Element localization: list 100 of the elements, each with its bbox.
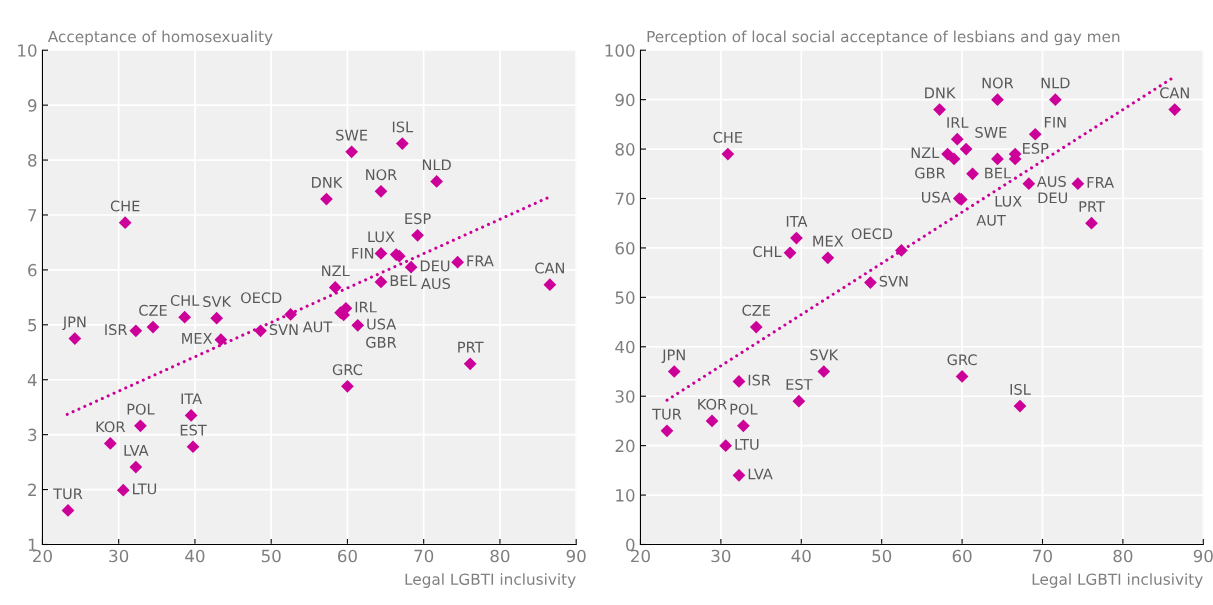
x-tick-label: 60: [338, 549, 357, 563]
annotation: NLD: [422, 159, 451, 171]
y-tick-label: 0: [626, 538, 635, 552]
annotation: KOR: [698, 398, 727, 410]
y-tick-label: 20: [615, 439, 635, 453]
y-tick-label: 100: [605, 44, 635, 57]
annotation: LTU: [133, 483, 157, 495]
y-tick-label: 7: [28, 209, 37, 222]
x-tick-label: 70: [414, 549, 434, 563]
y-tick-label: 8: [28, 154, 37, 167]
annotation: LVA: [748, 468, 773, 480]
annotation: FIN: [352, 247, 374, 259]
annotation: AUS: [421, 278, 451, 290]
point: [783, 246, 797, 260]
point: [68, 332, 82, 345]
x-tick-label: 90: [1193, 549, 1213, 563]
x-tick-label: 80: [1113, 549, 1133, 563]
point: [955, 370, 969, 383]
point: [864, 276, 877, 289]
annotation: CHE: [713, 131, 743, 143]
annotation: GRC: [947, 354, 977, 366]
point: [134, 419, 147, 433]
y-tick-label: 9: [28, 99, 37, 112]
annotation: ESP: [405, 213, 431, 225]
annotation: ISR: [748, 374, 771, 386]
annotation: BEL: [390, 275, 417, 286]
annotation: NZL: [911, 147, 940, 159]
annotation: SVK: [203, 296, 232, 308]
annotation: EST: [786, 378, 813, 390]
annotation: SWE: [336, 129, 368, 141]
annotation: CHL: [170, 294, 200, 306]
point: [341, 379, 354, 393]
point: [328, 281, 342, 294]
annotation: NLD: [1041, 77, 1070, 89]
point: [966, 167, 979, 181]
point: [749, 320, 763, 334]
annotation: JPN: [62, 316, 86, 331]
annotation: CHE: [110, 200, 140, 212]
point: [959, 142, 973, 156]
annotation: ESP: [1023, 142, 1049, 154]
point: [404, 260, 418, 274]
annotation: CAN: [1160, 87, 1189, 99]
x-tick-label: 30: [711, 549, 731, 563]
annotation: AUT: [976, 214, 1006, 226]
x-tick-label: 20: [631, 549, 650, 563]
point: [732, 375, 746, 388]
point: [411, 228, 424, 242]
annotation: AUT: [302, 321, 333, 333]
annotation: JPN: [661, 349, 685, 364]
y-tick-label: 50: [615, 291, 635, 304]
annotation: GRC: [332, 364, 363, 376]
annotation: SVN: [269, 324, 298, 336]
y-tick-label: 3: [28, 428, 37, 442]
annotation: SWE: [975, 126, 1007, 138]
y-tick-label: 2: [28, 483, 36, 496]
point: [116, 483, 130, 497]
annotation: DEU: [1038, 192, 1067, 204]
point: [118, 216, 132, 230]
annotation: CAN: [535, 262, 564, 274]
point: [210, 311, 224, 325]
annotation: NZL: [322, 265, 350, 277]
annotation: LTU: [735, 439, 759, 450]
annotation: GBR: [366, 336, 397, 348]
y-tick-label: 10: [616, 489, 635, 502]
point: [430, 175, 444, 188]
annotation: CHL: [753, 246, 782, 258]
annotation: AUS: [1036, 175, 1066, 187]
annotation: ITA: [786, 216, 808, 227]
point: [721, 147, 735, 161]
y-tick-label: 70: [615, 192, 635, 206]
point: [821, 251, 835, 265]
x-tick-label: 40: [791, 549, 811, 563]
annotation: DNK: [312, 177, 343, 188]
point: [950, 132, 964, 146]
annotation: IRL: [947, 117, 969, 128]
y-tick-label: 40: [615, 340, 635, 354]
annotation: FIN: [1044, 116, 1066, 128]
annotation: LUX: [368, 231, 395, 243]
point: [1022, 177, 1036, 191]
x-tick-label: 70: [1033, 549, 1052, 563]
point: [254, 324, 267, 338]
annotation: ITA: [181, 393, 203, 405]
annotation: POL: [127, 403, 155, 415]
point: [792, 394, 806, 408]
y-axis-title: Acceptance of homosexuality: [47, 30, 273, 46]
point: [895, 244, 908, 257]
x-tick-label: 90: [566, 549, 586, 563]
point: [374, 275, 388, 289]
point: [186, 440, 200, 454]
point: [732, 468, 746, 482]
point: [463, 357, 477, 371]
point: [660, 424, 674, 438]
annotation: ISR: [105, 324, 128, 336]
y-tick-label: 60: [615, 241, 635, 255]
annotation: POL: [730, 403, 758, 415]
x-tick-label: 50: [261, 549, 281, 563]
y-tick-label: 6: [28, 263, 37, 277]
annotation: MEX: [813, 235, 844, 247]
annotation: GBR: [915, 167, 946, 179]
y-tick-label: 5: [28, 319, 37, 332]
